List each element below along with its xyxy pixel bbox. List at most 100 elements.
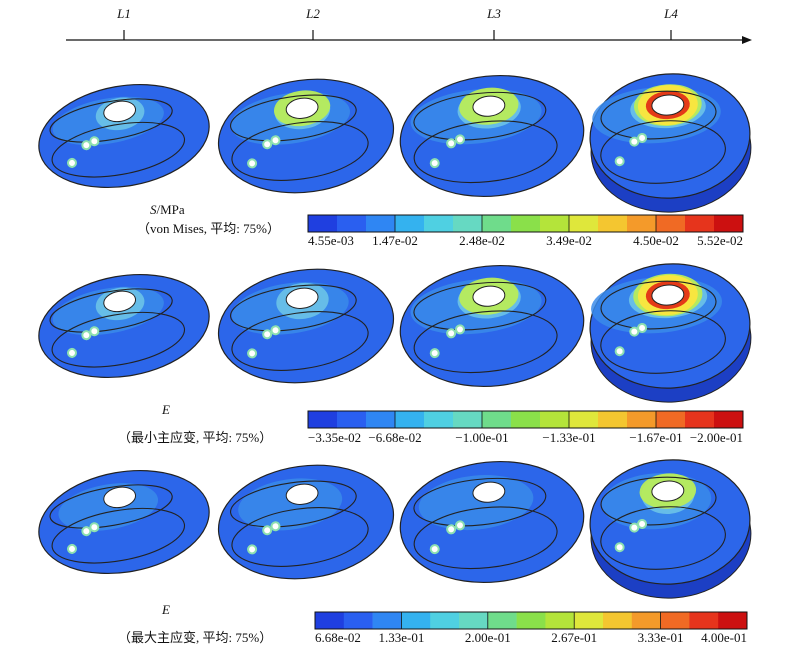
compartment-outline-upper bbox=[413, 281, 547, 331]
vessel-spot bbox=[81, 140, 92, 151]
vessel-spot bbox=[81, 526, 92, 537]
colorbar-segment bbox=[395, 411, 425, 428]
compartment-outline-lower bbox=[600, 506, 726, 570]
colorbar-tick-label: 3.33e-01 bbox=[638, 630, 684, 645]
bone-hole bbox=[103, 100, 137, 123]
vessel-spot bbox=[66, 543, 77, 554]
vessel-spot bbox=[429, 348, 440, 359]
colorbar-von-mises: 4.55e-03 1.47e-02 2.48e-02 3.49e-02 4.50e-02… bbox=[307, 214, 744, 248]
colorbar-tick-label: 1.33e-01 bbox=[378, 630, 424, 645]
colorbar-segment bbox=[660, 612, 690, 629]
bone-hole bbox=[285, 97, 319, 119]
compartment-outline-lower bbox=[231, 311, 369, 371]
axis-arrow-icon bbox=[742, 36, 752, 44]
colorbar-segment bbox=[453, 215, 483, 232]
vessel-spot bbox=[446, 328, 457, 339]
colorbar-tick-label: −1.00e-01 bbox=[455, 430, 508, 445]
vessel-spot bbox=[247, 348, 258, 359]
compartment-outline-lower bbox=[51, 121, 186, 178]
bone-hole bbox=[651, 480, 685, 502]
position-axis: L1 L2 L3 L4 bbox=[66, 6, 752, 44]
colorbar-segment bbox=[482, 215, 512, 232]
colorbar-segment bbox=[366, 215, 396, 232]
vessel-spot bbox=[446, 524, 457, 535]
colorbar-tick-label: 2.00e-01 bbox=[465, 630, 511, 645]
vessel-spot bbox=[429, 158, 440, 169]
vessel-spot bbox=[262, 329, 273, 340]
vessel-spot bbox=[89, 136, 100, 147]
vessel-spot bbox=[247, 158, 258, 169]
quantity-label: E bbox=[161, 602, 170, 617]
vessel-spot bbox=[629, 326, 640, 337]
bone-hole bbox=[285, 287, 319, 309]
vessel-spot bbox=[637, 518, 648, 529]
quantity-note: （最小主应变, 平均: 75%） bbox=[118, 430, 272, 445]
colorbar-tick-label: 6.68e-02 bbox=[315, 630, 361, 645]
vessel-spot bbox=[81, 330, 92, 341]
vessel-spot bbox=[262, 525, 273, 536]
quantity-note: （最大主应变, 平均: 75%） bbox=[118, 630, 272, 645]
compartment-outline-upper bbox=[230, 480, 357, 528]
vessel-spot bbox=[89, 326, 100, 337]
colorbar-segment bbox=[714, 215, 744, 232]
colorbar-tick-label: −1.67e-01 bbox=[629, 430, 682, 445]
colorbar-segment bbox=[424, 215, 454, 232]
colorbar-frame bbox=[314, 611, 748, 630]
colorbar-segment bbox=[343, 612, 373, 629]
colorbar-segment bbox=[395, 215, 425, 232]
compartment-outline-upper bbox=[600, 90, 717, 140]
bone-hole bbox=[285, 483, 319, 505]
vessel-spot bbox=[629, 136, 640, 147]
vessel-spot bbox=[637, 132, 648, 143]
colorbar-frame bbox=[307, 410, 744, 429]
colorbar-tick-label: 5.52e-02 bbox=[697, 233, 743, 248]
section-map-max-principal-l3 bbox=[399, 460, 585, 584]
vessel-spot bbox=[270, 325, 281, 336]
colorbar-segment bbox=[459, 612, 489, 629]
colorbar-segment bbox=[545, 612, 575, 629]
compartment-outline-upper bbox=[49, 98, 173, 143]
quantity-label: E bbox=[161, 402, 170, 417]
colorbar-segment bbox=[598, 215, 628, 232]
vessel-spot bbox=[446, 138, 457, 149]
compartment-outline-upper bbox=[230, 94, 357, 142]
vessel-spot bbox=[614, 156, 625, 167]
colorbar-segment bbox=[540, 215, 570, 232]
bone-hole bbox=[651, 284, 685, 306]
colorbar-segment bbox=[627, 411, 657, 428]
vessel-spot bbox=[637, 322, 648, 333]
colorbar-tick-label: −1.33e-01 bbox=[542, 430, 595, 445]
compartment-outline-upper bbox=[413, 91, 547, 141]
colorbar-segment bbox=[315, 612, 345, 629]
compartment-outline-lower bbox=[600, 120, 726, 184]
compartment-outline-lower bbox=[413, 120, 558, 184]
vessel-spot bbox=[66, 157, 77, 168]
axis-label-l3: L3 bbox=[486, 6, 501, 21]
quantity-label: S/MPa bbox=[150, 202, 185, 217]
colorbar-segment bbox=[308, 411, 338, 428]
vessel-spot bbox=[66, 347, 77, 358]
compartment-outline-upper bbox=[49, 288, 173, 333]
section-map-von-mises-l2 bbox=[217, 78, 395, 194]
vessel-spot bbox=[614, 542, 625, 553]
compartment-outline-upper bbox=[49, 484, 173, 529]
vessel-spot bbox=[614, 346, 625, 357]
section-map-von-mises-l4 bbox=[589, 73, 752, 213]
vessel-spot bbox=[270, 521, 281, 532]
colorbar-segment bbox=[366, 411, 396, 428]
vessel-spot bbox=[262, 139, 273, 150]
colorbar-segment bbox=[574, 612, 604, 629]
colorbar-segment bbox=[656, 215, 686, 232]
compartment-outline-lower bbox=[413, 506, 558, 570]
colorbar-segment bbox=[540, 411, 570, 428]
colorbar-segment bbox=[656, 411, 686, 428]
colorbar-segment bbox=[569, 215, 599, 232]
bone-hole bbox=[472, 481, 506, 503]
section-map-min-principal-l3 bbox=[399, 264, 585, 388]
section-map-min-principal-l2 bbox=[217, 268, 395, 384]
compartment-outline-upper bbox=[413, 477, 547, 527]
colorbar-tick-label: −6.68e-02 bbox=[368, 430, 421, 445]
vessel-spot bbox=[247, 544, 258, 555]
colorbar-min-principal: −3.35e-02 −6.68e-02 −1.00e-01 −1.33e-01 −1.6… bbox=[307, 410, 744, 445]
